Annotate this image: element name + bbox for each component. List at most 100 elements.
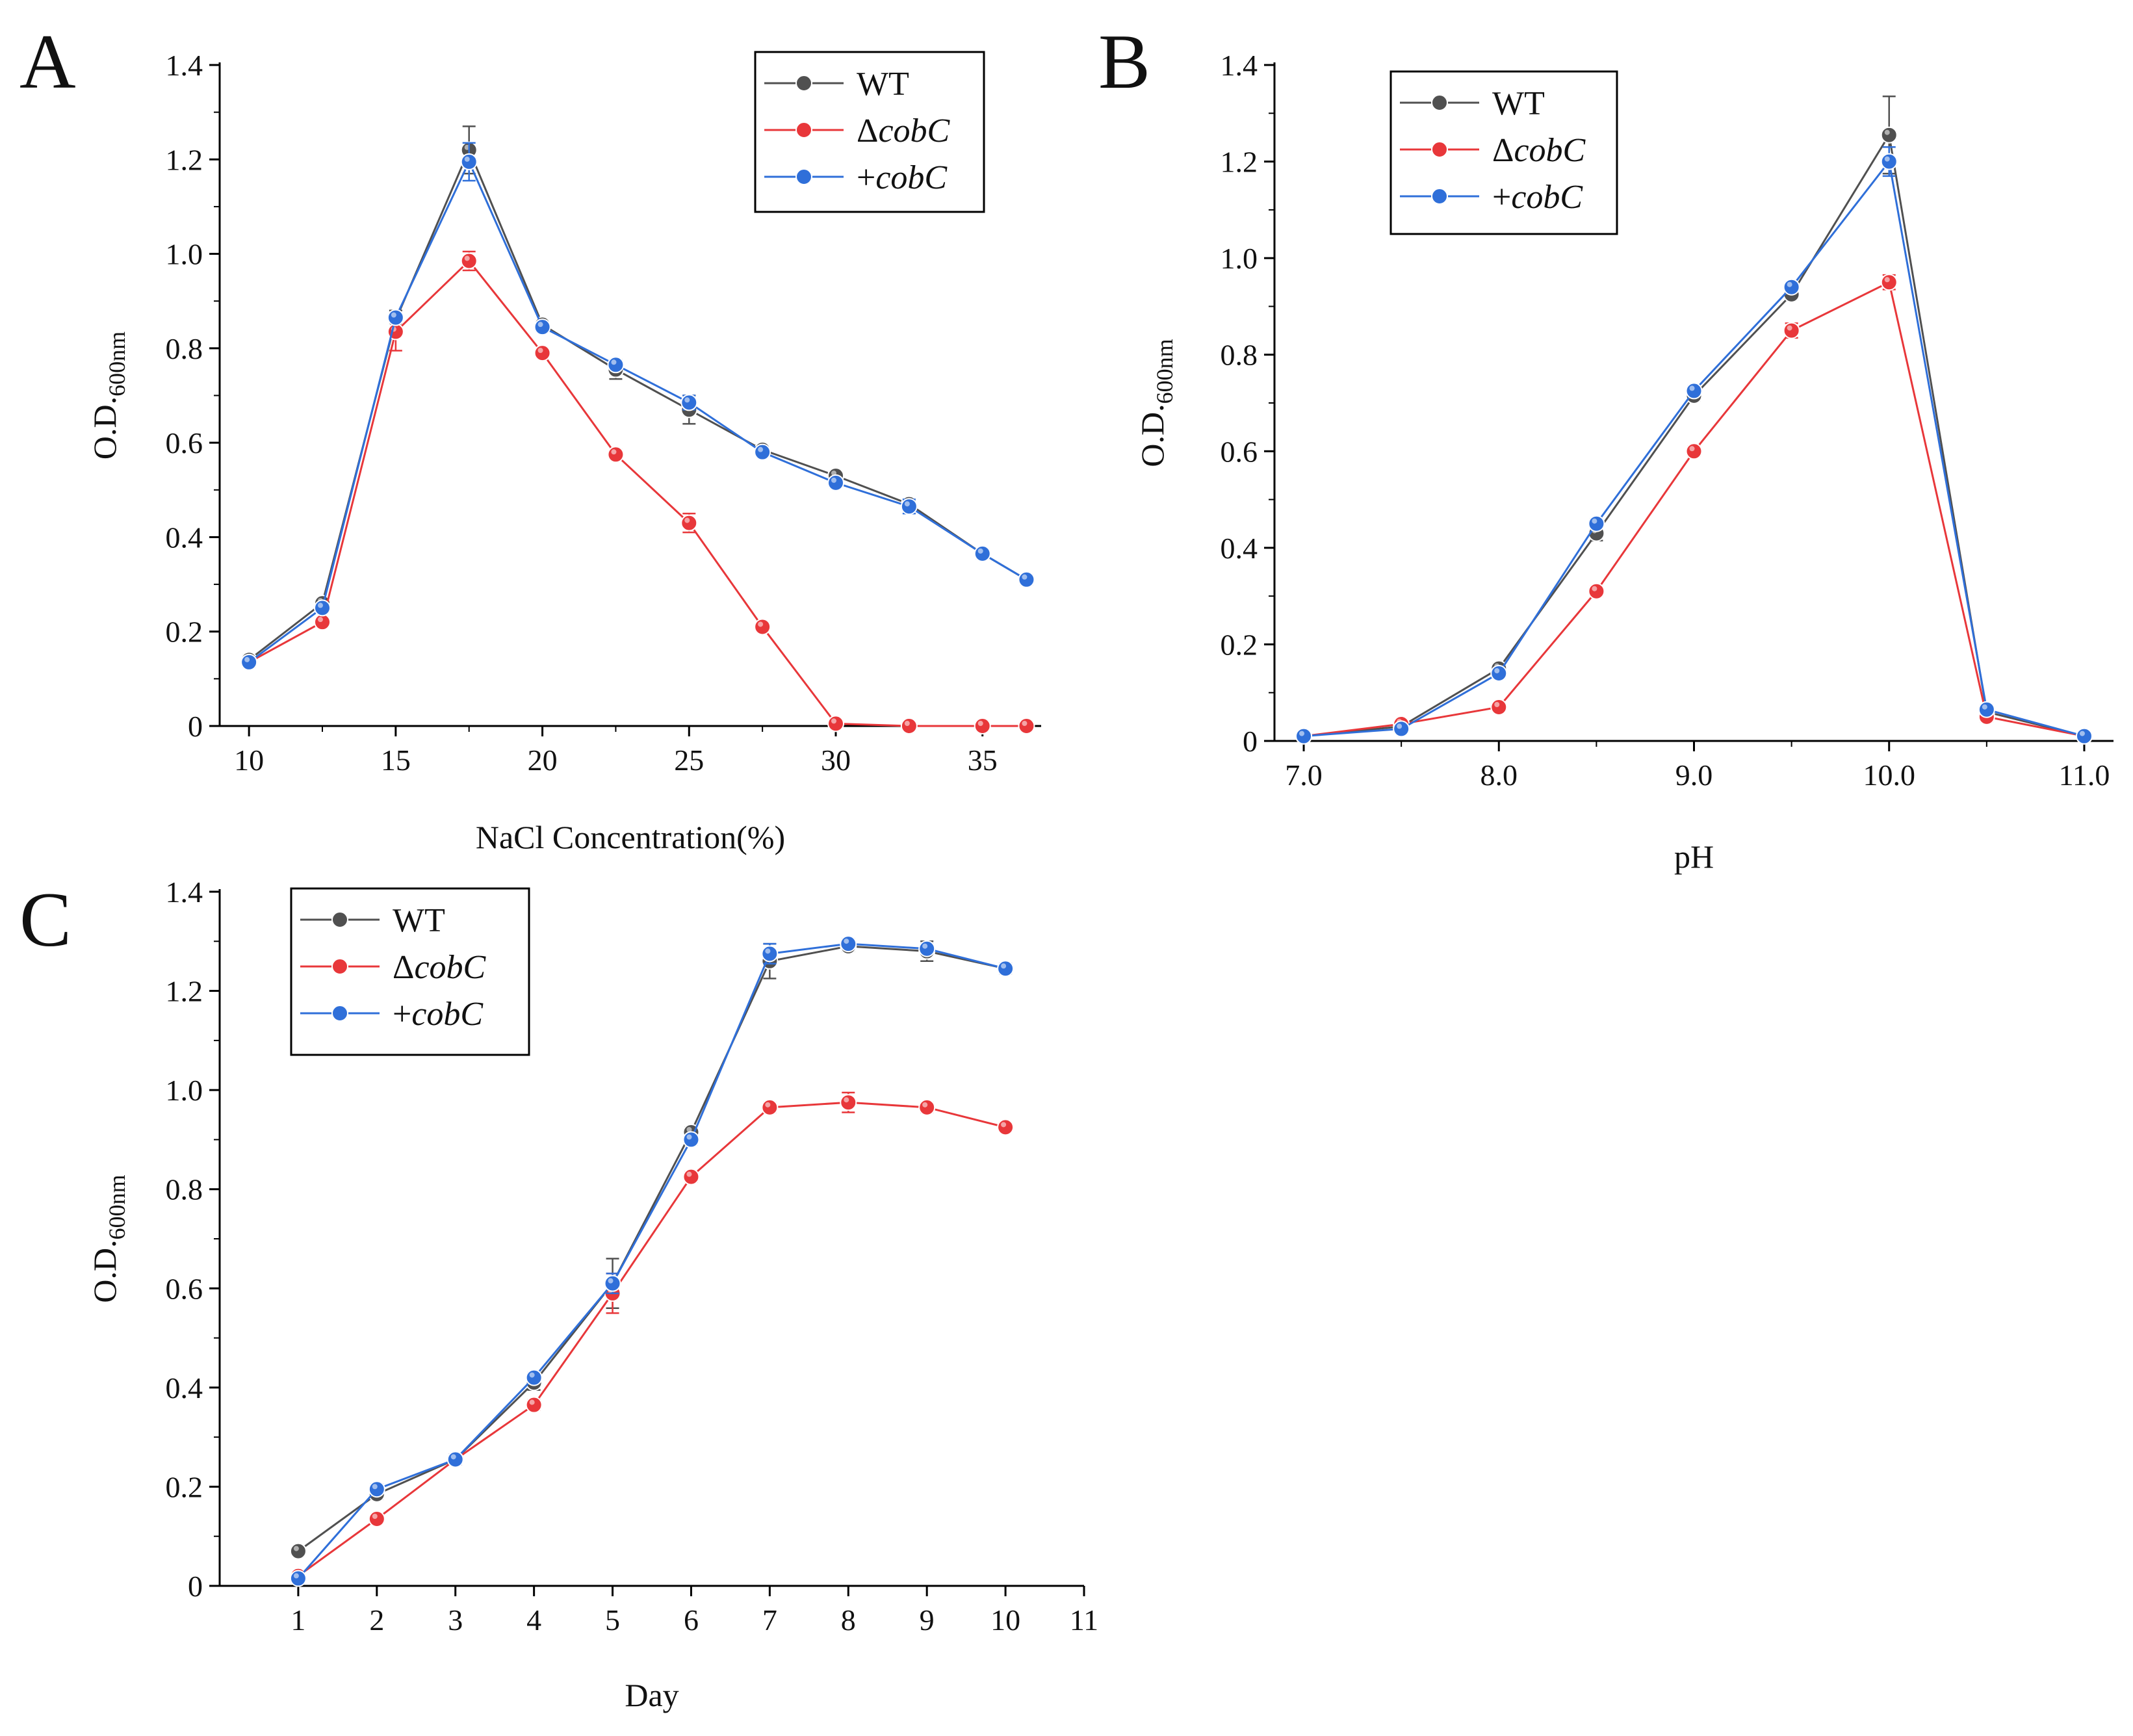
y-tick-label: 0.6 (166, 426, 203, 460)
data-point-highlight (611, 359, 617, 365)
data-point-highlight (1787, 325, 1792, 331)
x-tick-label: 25 (674, 744, 704, 777)
y-tick-label: 0.4 (166, 521, 203, 554)
y-tick-label: 1.4 (166, 49, 203, 82)
panel-b-y-axis-title: O.D.600nm (1134, 339, 1178, 467)
data-point-highlight (1884, 129, 1890, 135)
series-line-dcobC (248, 259, 1027, 727)
y-tick-label: 1.4 (1221, 49, 1258, 82)
legend-box (1390, 70, 1618, 235)
panel-c-chart: C 0 0.2 0.4 0.6 0.8 1.0 1.2 1.4 1 2 3 4 5 6 7 8 9 10 11 Day O… (19, 875, 1098, 1713)
legend-label-prefix: Δ (857, 112, 878, 149)
data-point-highlight (608, 1278, 614, 1284)
legend-label-prefix: Δ (393, 949, 414, 986)
data-point-highlight (372, 1484, 378, 1490)
y-tick-label: 1.2 (166, 975, 203, 1008)
y-tick-label: 0 (188, 710, 203, 743)
data-point-pcobC (1018, 571, 1035, 588)
data-point-highlight (1884, 277, 1890, 283)
data-point-highlight (537, 348, 543, 354)
x-tick-label: 9.0 (1675, 758, 1713, 792)
x-tick-label: 3 (448, 1603, 463, 1637)
y-axis-title-subscript: 600nm (1152, 339, 1178, 404)
series-line-dcobC (1303, 281, 2085, 738)
data-point-pcobC (525, 1369, 543, 1386)
data-point-highlight (977, 548, 983, 554)
y-tick-label: 1.2 (166, 143, 203, 176)
data-point-pcobC (1685, 382, 1703, 400)
y-tick-label: 1.0 (166, 1074, 203, 1107)
legend-label-WT: WT (1492, 85, 1545, 122)
data-point-highlight (1592, 586, 1597, 591)
data-point-highlight (1022, 574, 1028, 580)
x-tick-label: 9 (920, 1603, 935, 1637)
y-tick-label: 0.2 (166, 1470, 203, 1503)
data-point-pcobC (682, 1131, 700, 1148)
data-point-pcobC (534, 318, 551, 336)
data-point-dcobC (1588, 582, 1605, 600)
data-point-highlight (844, 939, 849, 944)
legend-label-gene: cobC (875, 159, 948, 196)
data-point-pcobC (974, 545, 991, 562)
data-point-highlight (765, 948, 771, 954)
y-tick-label: 0.6 (1221, 435, 1258, 468)
y-tick-label: 0.8 (1221, 339, 1258, 372)
data-point-highlight (1592, 518, 1597, 524)
legend-marker-dcobC (795, 122, 812, 138)
data-point-highlight (529, 1372, 535, 1378)
y-axis-title-subscript: 600nm (104, 331, 130, 396)
x-tick-label: 8 (841, 1603, 856, 1637)
legend-label-prefix: + (1492, 179, 1511, 216)
x-tick-label: 20 (528, 744, 558, 777)
data-point-highlight (1299, 731, 1305, 736)
y-tick-label: 0 (1243, 725, 1258, 758)
panel-b-legend: WT ΔcobC +cobC (1390, 70, 1618, 235)
legend-marker-pcobC (1431, 188, 1448, 205)
data-point-pcobC (604, 1275, 621, 1292)
legend-label-WT: WT (857, 66, 909, 103)
panel-a-label: A (19, 18, 76, 105)
series-line-WT (298, 945, 1006, 1552)
legend-label-gene: cobC (878, 112, 950, 149)
data-point-highlight (372, 1514, 378, 1520)
legend-label-dcobC: ΔcobC (1492, 132, 1586, 169)
legend-label-gene: cobC (1514, 132, 1586, 169)
data-point-highlight (844, 1097, 849, 1103)
y-tick-label: 0.2 (166, 615, 203, 649)
data-point-highlight (464, 156, 470, 162)
data-point-highlight (391, 312, 396, 318)
data-point-highlight (1001, 1122, 1007, 1128)
data-point-highlight (1022, 721, 1028, 726)
data-point-pcobC (1978, 701, 1995, 718)
data-point-pcobC (1295, 727, 1313, 745)
data-point-highlight (686, 1134, 692, 1140)
data-point-highlight (1494, 668, 1500, 673)
x-tick-label: 7.0 (1285, 758, 1323, 792)
data-point-highlight (831, 477, 836, 483)
panel-b-x-axis-title: pH (1674, 838, 1714, 875)
legend-label-prefix: Δ (1492, 132, 1514, 169)
y-axis-title-main: O.D. (1134, 404, 1170, 467)
data-point-highlight (765, 1102, 771, 1108)
y-axis-title-main: O.D. (86, 396, 123, 460)
series-dcobC (240, 250, 1035, 734)
data-point-highlight (1397, 723, 1403, 729)
x-tick-label: 10 (990, 1603, 1020, 1637)
y-tick-label: 1.0 (1221, 242, 1258, 275)
data-point-highlight (1494, 702, 1500, 707)
data-point-dcobC (974, 718, 991, 734)
data-point-pcobC (368, 1481, 385, 1498)
panel-c-label: C (19, 876, 71, 963)
data-point-pcobC (387, 309, 404, 326)
data-point-pcobC (314, 599, 331, 617)
data-point-dcobC (754, 618, 771, 636)
data-point-pcobC (827, 474, 844, 491)
legend-label-pcobC: +cobC (1492, 179, 1583, 216)
x-tick-label: 4 (526, 1603, 541, 1637)
data-point-pcobC (240, 653, 258, 671)
data-point-pcobC (918, 940, 936, 957)
x-tick-label: 2 (369, 1603, 384, 1637)
y-tick-label: 0.8 (166, 1173, 203, 1206)
